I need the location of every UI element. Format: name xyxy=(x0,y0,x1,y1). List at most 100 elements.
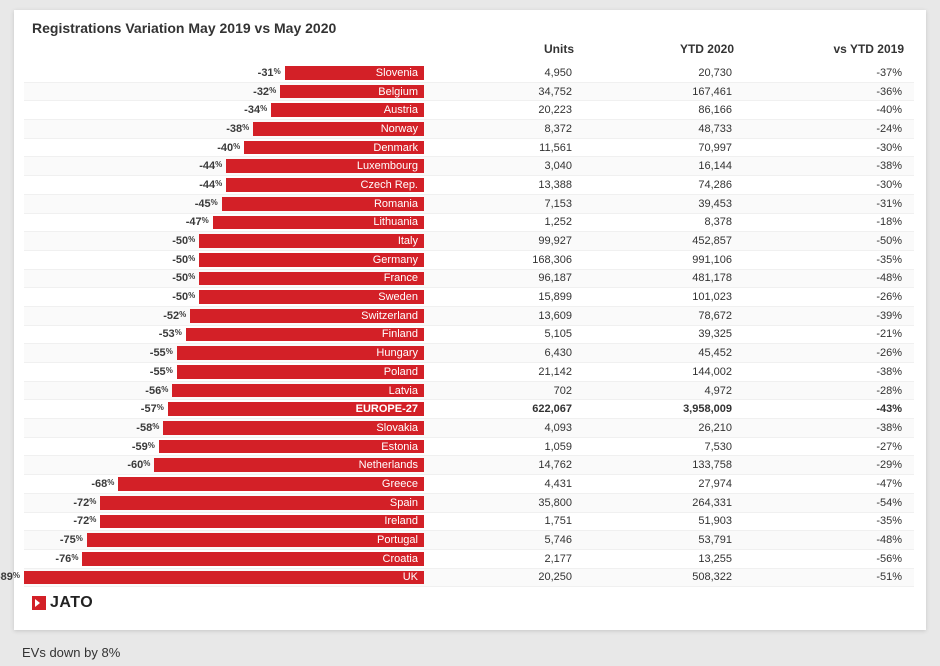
pct-label: -59% xyxy=(132,441,155,453)
bar-area: Belgium-32% xyxy=(24,83,424,101)
cell-ytd: 144,002 xyxy=(594,363,734,381)
cell-ytd: 508,322 xyxy=(594,569,734,587)
chart-title: Registrations Variation May 2019 vs May … xyxy=(32,20,916,36)
pct-label: -50% xyxy=(172,235,195,247)
cell-vs: -37% xyxy=(754,64,904,82)
bar-area: Croatia-76% xyxy=(24,550,424,568)
table-row: Spain-72%35,800264,331-54% xyxy=(24,494,914,513)
pct-label: -57% xyxy=(141,403,164,415)
bar-area: Portugal-75% xyxy=(24,531,424,549)
table-row: Hungary-55%6,43045,452-26% xyxy=(24,344,914,363)
bar-area: Romania-45% xyxy=(24,195,424,213)
cell-ytd: 3,958,009 xyxy=(594,400,734,418)
table-row: Greece-68%4,43127,974-47% xyxy=(24,475,914,494)
chart-card: Registrations Variation May 2019 vs May … xyxy=(14,10,926,630)
pct-label: -58% xyxy=(136,422,159,434)
cell-vs: -26% xyxy=(754,344,904,362)
bar: Estonia xyxy=(159,440,424,454)
chart-area: Units YTD 2020 vs YTD 2019 Slovenia-31% 4… xyxy=(24,42,914,590)
cell-ytd: 7,530 xyxy=(594,438,734,456)
bar: Luxembourg xyxy=(226,159,424,173)
cell-units: 168,306 xyxy=(454,251,574,269)
pct-label: -50% xyxy=(172,254,195,266)
cell-vs: -36% xyxy=(754,83,904,101)
cell-ytd: 86,166 xyxy=(594,101,734,119)
table-row: Denmark-40%11,56170,997-30% xyxy=(24,139,914,158)
pct-label: -50% xyxy=(172,291,195,303)
bar-area: Germany-50% xyxy=(24,251,424,269)
bar: Czech Rep. xyxy=(226,178,424,192)
cell-ytd: 78,672 xyxy=(594,307,734,325)
cell-ytd: 27,974 xyxy=(594,475,734,493)
bar: Lithuania xyxy=(213,216,424,230)
bar: Sweden xyxy=(199,290,424,304)
bar-area: Slovenia-31% xyxy=(24,64,424,82)
pct-label: -68% xyxy=(91,478,114,490)
bar: Hungary xyxy=(177,346,424,360)
table-row: Croatia-76%2,17713,255-56% xyxy=(24,550,914,569)
bar: Latvia xyxy=(172,384,424,398)
cell-units: 34,752 xyxy=(454,83,574,101)
bar: Poland xyxy=(177,365,424,379)
cell-vs: -21% xyxy=(754,326,904,344)
pct-label: -44% xyxy=(199,160,222,172)
table-row: Italy -50% 99,927 452,857 -50% xyxy=(24,232,914,251)
cell-units: 4,950 xyxy=(454,64,574,82)
cell-vs: -38% xyxy=(754,157,904,175)
cell-ytd: 264,331 xyxy=(594,494,734,512)
cell-units: 13,388 xyxy=(454,176,574,194)
bar: Romania xyxy=(222,197,424,211)
jato-logo-icon xyxy=(32,596,46,610)
bar: Belgium xyxy=(280,85,424,99)
col-header-vs: vs YTD 2019 xyxy=(754,42,904,56)
bar-area: Norway -38% xyxy=(24,120,424,138)
table-row: Austria-34%20,22386,166-40% xyxy=(24,101,914,120)
cell-units: 11,561 xyxy=(454,139,574,157)
cell-vs: -27% xyxy=(754,438,904,456)
cell-units: 8,372 xyxy=(454,120,574,138)
bar-area: Luxembourg -44% xyxy=(24,157,424,175)
bar: Norway xyxy=(253,122,424,136)
bar: Spain xyxy=(100,496,424,510)
table-row: France-50%96,187481,178-48% xyxy=(24,270,914,289)
cell-units: 14,762 xyxy=(454,456,574,474)
cell-vs: -18% xyxy=(754,214,904,232)
cell-ytd: 452,857 xyxy=(594,232,734,250)
bar: Ireland xyxy=(100,515,424,529)
bar-area: Hungary-55% xyxy=(24,344,424,362)
cell-vs: -50% xyxy=(754,232,904,250)
pct-label: -38% xyxy=(226,123,249,135)
cell-ytd: 51,903 xyxy=(594,513,734,531)
table-row: Netherlands-60%14,762133,758-29% xyxy=(24,456,914,475)
col-header-units: Units xyxy=(454,42,574,56)
bar-area: Denmark-40% xyxy=(24,139,424,157)
cell-ytd: 70,997 xyxy=(594,139,734,157)
bar: Italy xyxy=(199,234,424,248)
cell-units: 1,252 xyxy=(454,214,574,232)
cell-vs: -31% xyxy=(754,195,904,213)
cell-ytd: 4,972 xyxy=(594,382,734,400)
pct-label: -89% xyxy=(0,571,20,583)
bar-area: France-50% xyxy=(24,270,424,288)
pct-label: -55% xyxy=(150,366,173,378)
table-row: Belgium-32%34,752167,461-36% xyxy=(24,83,914,102)
cell-vs: -30% xyxy=(754,176,904,194)
table-row: Switzerland-52%13,60978,672-39% xyxy=(24,307,914,326)
column-headers: Units YTD 2020 vs YTD 2019 xyxy=(24,42,914,62)
table-row: Estonia -59% 1,059 7,530 -27% xyxy=(24,438,914,457)
bar-area: Switzerland-52% xyxy=(24,307,424,325)
cell-ytd: 39,453 xyxy=(594,195,734,213)
cell-units: 5,746 xyxy=(454,531,574,549)
table-row: Germany-50%168,306991,106-35% xyxy=(24,251,914,270)
cell-units: 1,059 xyxy=(454,438,574,456)
cell-ytd: 16,144 xyxy=(594,157,734,175)
bar: EUROPE-27 xyxy=(168,402,424,416)
pct-label: -52% xyxy=(163,310,186,322)
cell-units: 99,927 xyxy=(454,232,574,250)
cell-ytd: 45,452 xyxy=(594,344,734,362)
cell-vs: -40% xyxy=(754,101,904,119)
bar: UK xyxy=(24,571,424,585)
pct-label: -47% xyxy=(186,216,209,228)
bar-area: Poland -55% xyxy=(24,363,424,381)
cell-vs: -47% xyxy=(754,475,904,493)
